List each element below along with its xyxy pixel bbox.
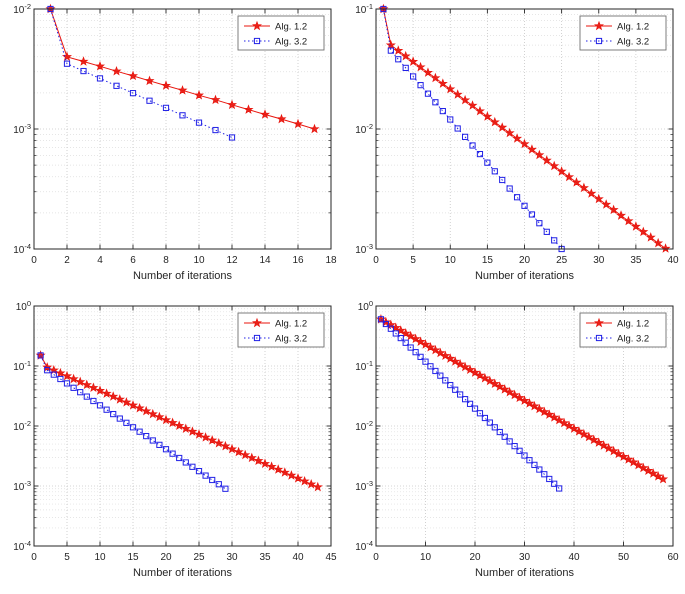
x-tick-label: 10 bbox=[94, 552, 106, 563]
x-tick-label: 45 bbox=[325, 552, 337, 563]
x-tick-label: 40 bbox=[568, 552, 580, 563]
y-tick-label: 10-2 bbox=[13, 2, 31, 16]
series-alg-3-2 bbox=[47, 5, 236, 141]
legend-label: Alg. 1.2 bbox=[275, 22, 307, 33]
y-tick-label: 10-3 bbox=[13, 479, 31, 493]
y-tick-label: 10-2 bbox=[13, 419, 31, 433]
x-axis-label: Number of iterations bbox=[475, 270, 575, 282]
x-tick-label: 15 bbox=[127, 552, 139, 563]
x-tick-label: 35 bbox=[259, 552, 271, 563]
x-tick-label: 18 bbox=[325, 255, 337, 266]
y-tick-label: 10-2 bbox=[355, 419, 373, 433]
chart-top-right: 0 5 10 15 20 25 30 35 40 10-3 10-2 10-1 Number of it… bbox=[342, 0, 685, 297]
x-axis-label: Number of iterations bbox=[133, 567, 233, 579]
legend: Alg. 1.2 Alg. 3.2 bbox=[237, 15, 325, 51]
x-tick-label: 4 bbox=[97, 255, 103, 266]
y-tick-label: 10-4 bbox=[355, 539, 373, 553]
chart-bottom-right: 0 10 20 30 40 50 60 10-4 10-3 10-2 10-1 100 Number o… bbox=[342, 297, 685, 594]
legend-label: Alg. 1.2 bbox=[617, 22, 649, 33]
x-axis-label: Number of iterations bbox=[475, 567, 575, 579]
legend-label: Alg. 3.2 bbox=[275, 37, 307, 48]
x-tick-label: 20 bbox=[469, 552, 481, 563]
y-tick-label: 10-1 bbox=[13, 359, 31, 373]
legend: Alg. 1.2 Alg. 3.2 bbox=[237, 312, 325, 348]
y-tick-label: 10-4 bbox=[13, 242, 31, 256]
x-tick-label: 5 bbox=[64, 552, 70, 563]
x-tick-label: 14 bbox=[259, 255, 271, 266]
x-tick-label: 0 bbox=[31, 255, 37, 266]
y-tick-label: 10-3 bbox=[355, 479, 373, 493]
x-tick-label: 16 bbox=[292, 255, 304, 266]
chart-top-left: 0 2 4 6 8 10 12 14 16 18 10-4 10-3 10-2 Number of ite… bbox=[0, 0, 342, 297]
series-alg-1-2 bbox=[378, 3, 671, 253]
legend-label: Alg. 3.2 bbox=[617, 37, 649, 48]
x-tick-label: 10 bbox=[445, 255, 457, 266]
x-tick-label: 20 bbox=[160, 552, 172, 563]
chart-bottom-left: 0 5 10 15 20 25 30 35 40 45 10-4 10-3 10-2 10-1 100 Num… bbox=[0, 297, 342, 594]
x-tick-label: 0 bbox=[373, 552, 379, 563]
y-tick-label: 10-3 bbox=[13, 122, 31, 136]
y-tick-label: 10-1 bbox=[355, 359, 373, 373]
x-tick-label: 40 bbox=[667, 255, 679, 266]
y-tick-label: 100 bbox=[358, 299, 373, 313]
y-tick-label: 10-1 bbox=[355, 2, 373, 16]
legend: Alg. 1.2 Alg. 3.2 bbox=[579, 312, 667, 348]
legend: Alg. 1.2 Alg. 3.2 bbox=[579, 15, 667, 51]
legend-label: Alg. 1.2 bbox=[617, 319, 649, 330]
chart-svg-top-left: 0 2 4 6 8 10 12 14 16 18 10-4 10-3 10-2 Number of ite… bbox=[13, 2, 337, 282]
x-axis-label: Number of iterations bbox=[133, 270, 233, 282]
x-tick-label: 10 bbox=[420, 552, 432, 563]
series-alg-1-2 bbox=[35, 350, 323, 492]
x-tick-label: 30 bbox=[593, 255, 605, 266]
x-tick-label: 0 bbox=[31, 552, 37, 563]
chart-svg-bottom-left: 0 5 10 15 20 25 30 35 40 45 10-4 10-3 10-2 10-1 100 Num… bbox=[13, 299, 337, 579]
legend-label: Alg. 3.2 bbox=[275, 334, 307, 345]
x-tick-label: 35 bbox=[630, 255, 642, 266]
x-tick-label: 5 bbox=[410, 255, 416, 266]
series-alg-3-2 bbox=[37, 352, 229, 492]
x-tick-label: 30 bbox=[226, 552, 238, 563]
y-tick-label: 10-4 bbox=[13, 539, 31, 553]
x-tick-label: 60 bbox=[667, 552, 679, 563]
legend-label: Alg. 1.2 bbox=[275, 319, 307, 330]
chart-svg-top-right: 0 5 10 15 20 25 30 35 40 10-3 10-2 10-1 Number of it… bbox=[355, 2, 679, 282]
y-tick-label: 100 bbox=[16, 299, 31, 313]
chart-svg-bottom-right: 0 10 20 30 40 50 60 10-4 10-3 10-2 10-1 100 Number o… bbox=[355, 299, 679, 579]
y-tick-label: 10-2 bbox=[355, 122, 373, 136]
x-tick-label: 20 bbox=[519, 255, 531, 266]
x-tick-label: 15 bbox=[482, 255, 494, 266]
x-tick-label: 30 bbox=[519, 552, 531, 563]
x-tick-label: 10 bbox=[193, 255, 205, 266]
x-tick-label: 8 bbox=[163, 255, 169, 266]
x-tick-label: 6 bbox=[130, 255, 136, 266]
x-tick-label: 50 bbox=[618, 552, 630, 563]
y-tick-label: 10-3 bbox=[355, 242, 373, 256]
x-tick-label: 25 bbox=[193, 552, 205, 563]
series-alg-1-2 bbox=[45, 3, 320, 134]
x-tick-label: 25 bbox=[556, 255, 568, 266]
series-alg-1-2 bbox=[375, 314, 669, 484]
x-tick-label: 2 bbox=[64, 255, 70, 266]
series-alg-3-2 bbox=[377, 316, 563, 492]
x-tick-label: 0 bbox=[373, 255, 379, 266]
x-tick-label: 40 bbox=[292, 552, 304, 563]
x-tick-label: 12 bbox=[226, 255, 238, 266]
legend-label: Alg. 3.2 bbox=[617, 334, 649, 345]
